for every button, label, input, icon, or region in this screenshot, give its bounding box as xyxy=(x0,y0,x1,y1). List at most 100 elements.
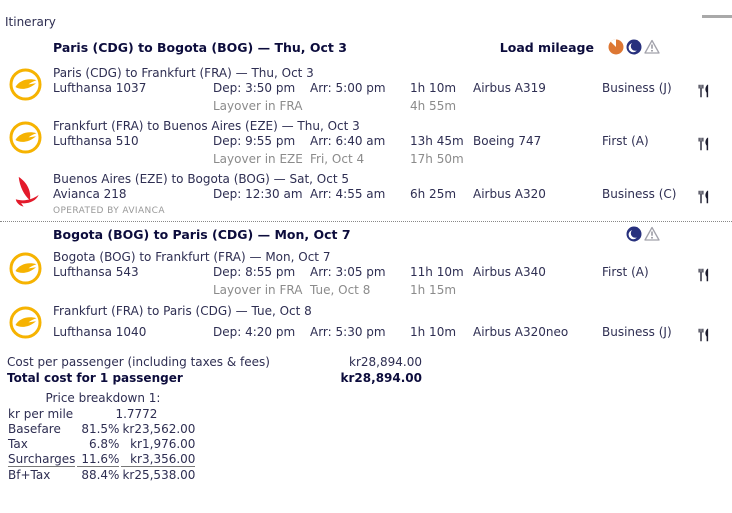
breakdown-label: Basefare xyxy=(8,422,61,436)
flight-duration: 11h 10m xyxy=(410,265,464,279)
departure-time: Dep: 12:30 am xyxy=(213,187,303,201)
header-icons xyxy=(608,39,660,55)
table-row: Surcharges 11.6% kr3,356.00 xyxy=(8,452,196,467)
cost-per-passenger-row: Cost per passenger (including taxes & fe… xyxy=(7,355,422,370)
night-moon-icon[interactable] xyxy=(626,39,642,55)
per-mile-label: kr per mile xyxy=(8,407,74,421)
segment-route: Bogota (BOG) to Frankfurt (FRA) — Mon, O… xyxy=(53,250,331,264)
flight-number: Lufthansa 1040 xyxy=(53,325,147,339)
flight-segment: Frankfurt (FRA) to Buenos Aires (EZE) — … xyxy=(0,119,732,167)
price-breakdown-table: kr per mile 1.7772 Basefare 81.5% kr23,5… xyxy=(6,406,197,483)
section-divider xyxy=(0,221,732,222)
section-title: Paris (CDG) to Bogota (BOG) — Thu, Oct 3 xyxy=(53,39,347,55)
load-mileage-link[interactable]: Load mileage xyxy=(499,39,594,55)
table-row: Tax 6.8% kr1,976.00 xyxy=(8,437,195,451)
section-title: Bogota (BOG) to Paris (CDG) — Mon, Oct 7 xyxy=(53,226,351,242)
cost-per-passenger-value: kr28,894.00 xyxy=(349,355,422,369)
segment-route: Buenos Aires (EZE) to Bogota (BOG) — Sat… xyxy=(53,172,349,186)
lufthansa-logo-icon xyxy=(9,306,42,339)
airline-logo-cell xyxy=(0,119,53,167)
breakdown-label: Tax xyxy=(8,437,28,451)
arrival-time: Arr: 5:00 pm xyxy=(310,81,386,95)
meal-cell xyxy=(692,187,732,205)
warning-icon[interactable] xyxy=(644,226,660,242)
lufthansa-logo-icon xyxy=(9,252,42,285)
breakdown-value: kr1,976.00 xyxy=(130,437,196,451)
flight-duration: 1h 10m xyxy=(410,81,457,95)
layover-duration: 17h 50m xyxy=(410,152,464,166)
breakdown-pct: 88.4% xyxy=(81,468,120,482)
aircraft-type: Boeing 747 xyxy=(473,134,542,148)
meal-cell xyxy=(692,265,732,283)
aircraft-type: Airbus A320neo xyxy=(473,325,569,339)
layover-label: Layover in FRA xyxy=(213,283,303,297)
warning-icon[interactable] xyxy=(644,39,660,55)
flight-number: Lufthansa 543 xyxy=(53,265,139,279)
section-header-return: Bogota (BOG) to Paris (CDG) — Mon, Oct 7 xyxy=(53,226,732,242)
total-cost-label: Total cost for 1 passenger xyxy=(7,371,183,385)
day-pie-icon[interactable] xyxy=(608,39,624,55)
flight-segment: Frankfurt (FRA) to Paris (CDG) — Tue, Oc… xyxy=(0,304,732,343)
segment-route: Frankfurt (FRA) to Buenos Aires (EZE) — … xyxy=(53,119,360,133)
arrival-time: Arr: 3:05 pm xyxy=(310,265,386,279)
flight-number: Lufthansa 510 xyxy=(53,134,139,148)
meal-icon xyxy=(698,137,709,151)
departure-time: Dep: 9:55 pm xyxy=(213,134,296,148)
breakdown-value: kr3,356.00 xyxy=(121,452,196,467)
price-breakdown-title: Price breakdown 1: xyxy=(45,391,161,405)
layover-label: Layover in FRA xyxy=(213,99,303,113)
flight-number: Avianca 218 xyxy=(53,187,127,201)
lufthansa-logo-icon xyxy=(9,68,42,101)
table-row: kr per mile 1.7772 xyxy=(8,407,195,421)
cabin-class: First (A) xyxy=(602,134,649,148)
layover-label: Layover in EZE xyxy=(213,152,303,166)
airline-logo-cell xyxy=(0,172,53,217)
segment-route: Paris (CDG) to Frankfurt (FRA) — Thu, Oc… xyxy=(53,66,314,80)
departure-time: Dep: 4:20 pm xyxy=(213,325,296,339)
flight-segment: Bogota (BOG) to Frankfurt (FRA) — Mon, O… xyxy=(0,250,732,298)
header-icons xyxy=(626,226,660,242)
cabin-class: Business (J) xyxy=(602,81,672,95)
section-header-outbound: Paris (CDG) to Bogota (BOG) — Thu, Oct 3… xyxy=(53,39,732,55)
layover-duration: 4h 55m xyxy=(410,99,457,113)
airline-logo-cell xyxy=(0,250,53,298)
table-row: Basefare 81.5% kr23,562.00 xyxy=(8,422,195,436)
itinerary-label: Itinerary xyxy=(5,15,56,29)
flight-duration: 13h 45m xyxy=(410,134,464,148)
meal-icon xyxy=(698,268,709,282)
flight-number: Lufthansa 1037 xyxy=(53,81,147,95)
price-breakdown: Price breakdown 1: kr per mile 1.7772 Ba… xyxy=(8,391,198,483)
scrollbar-remnant xyxy=(702,15,732,18)
meal-cell xyxy=(692,81,732,99)
meal-icon xyxy=(698,84,709,98)
per-mile-value: 1.7772 xyxy=(115,407,158,421)
night-moon-icon[interactable] xyxy=(626,226,642,242)
total-cost-value: kr28,894.00 xyxy=(340,371,422,385)
aircraft-type: Airbus A320 xyxy=(473,187,546,201)
lufthansa-logo-icon xyxy=(9,121,42,154)
flight-segment: Buenos Aires (EZE) to Bogota (BOG) — Sat… xyxy=(0,172,732,217)
layover-date: Tue, Oct 8 xyxy=(310,283,371,297)
arrival-time: Arr: 5:30 pm xyxy=(310,325,386,339)
aircraft-type: Airbus A340 xyxy=(473,265,546,279)
flight-duration: 6h 25m xyxy=(410,187,457,201)
cabin-class: Business (C) xyxy=(602,187,677,201)
cost-per-passenger-label: Cost per passenger (including taxes & fe… xyxy=(7,355,270,369)
airline-logo-cell xyxy=(0,304,53,343)
aircraft-type: Airbus A319 xyxy=(473,81,546,95)
arrival-time: Arr: 4:55 am xyxy=(310,187,386,201)
segment-route: Frankfurt (FRA) to Paris (CDG) — Tue, Oc… xyxy=(53,304,312,318)
arrival-time: Arr: 6:40 am xyxy=(310,134,386,148)
meal-icon xyxy=(698,328,709,342)
flight-duration: 1h 10m xyxy=(410,325,457,339)
layover-date: Fri, Oct 4 xyxy=(310,152,365,166)
avianca-logo-icon xyxy=(15,176,39,207)
layover-date xyxy=(310,99,410,114)
total-cost-row: Total cost for 1 passenger kr28,894.00 xyxy=(7,371,422,386)
breakdown-value: kr25,538.00 xyxy=(122,468,196,482)
breakdown-pct: 81.5% xyxy=(81,422,120,436)
meal-icon xyxy=(698,190,709,204)
breakdown-label: Surcharges xyxy=(8,452,76,467)
flight-segment: Paris (CDG) to Frankfurt (FRA) — Thu, Oc… xyxy=(0,66,732,114)
table-row: Bf+Tax 88.4% kr25,538.00 xyxy=(8,468,195,482)
